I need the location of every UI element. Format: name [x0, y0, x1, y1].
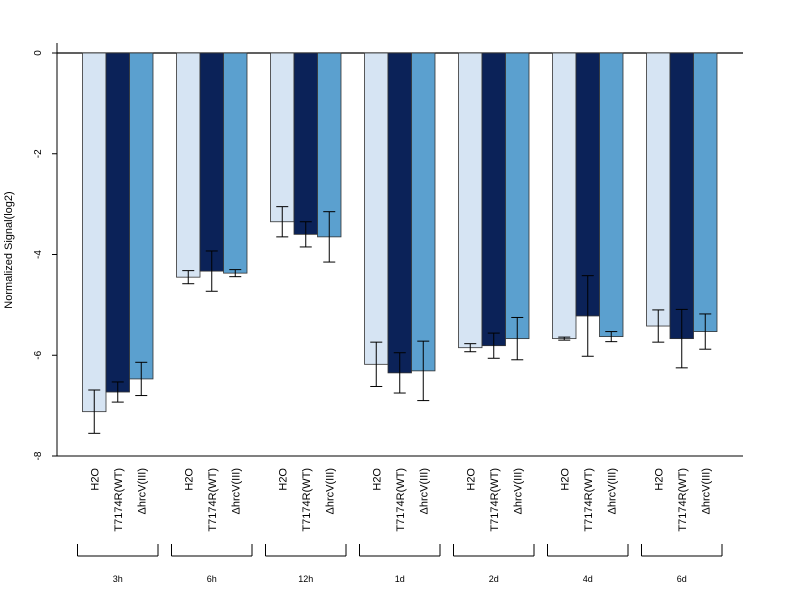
bar — [646, 52, 671, 327]
error-bars — [88, 206, 712, 434]
category-label: T7174R(WT) — [583, 468, 595, 532]
bar — [599, 52, 624, 338]
bar — [129, 52, 154, 380]
group-label: 12h — [298, 574, 313, 584]
category-label: T7174R(WT) — [489, 468, 501, 532]
category-label: H2O — [559, 468, 571, 491]
category-label: ΔhrcV(III) — [700, 468, 712, 514]
category-label: T7174R(WT) — [207, 468, 219, 532]
bar — [505, 52, 530, 340]
y-tick-label: 0 — [33, 50, 44, 56]
bar — [293, 52, 318, 235]
bar — [82, 52, 107, 413]
category-label: H2O — [277, 468, 289, 491]
group-label: 6d — [677, 574, 687, 584]
bar — [105, 52, 130, 393]
category-label: H2O — [183, 468, 195, 491]
category-label: H2O — [89, 468, 101, 491]
y-tick-label: -4 — [33, 250, 44, 259]
category-label: ΔhrcV(III) — [418, 468, 430, 514]
group-label: 3h — [113, 574, 123, 584]
bar — [317, 52, 342, 238]
category-label: H2O — [371, 468, 383, 491]
category-label: H2O — [465, 468, 477, 491]
group-label: 4d — [583, 574, 593, 584]
category-label: ΔhrcV(III) — [136, 468, 148, 514]
bar — [176, 52, 201, 278]
category-label: ΔhrcV(III) — [512, 468, 524, 514]
bar — [270, 52, 295, 223]
bars — [82, 52, 718, 413]
y-tick-label: -6 — [33, 350, 44, 359]
category-label: T7174R(WT) — [301, 468, 313, 532]
category-label: H2O — [653, 468, 665, 491]
bar — [552, 52, 577, 340]
bar — [364, 52, 389, 365]
category-label: ΔhrcV(III) — [606, 468, 618, 514]
bar — [411, 52, 436, 372]
bar — [693, 52, 718, 332]
group-label: 2d — [489, 574, 499, 584]
category-label: T7174R(WT) — [677, 468, 689, 532]
category-label: T7174R(WT) — [395, 468, 407, 532]
y-tick-label: -2 — [33, 149, 44, 158]
category-label: ΔhrcV(III) — [324, 468, 336, 514]
bar — [387, 52, 412, 374]
bar — [223, 52, 248, 274]
group-brackets: 3h 6h 12h 1d 2d 4d 6d — [77, 544, 723, 584]
y-tick-label: -8 — [33, 451, 44, 460]
category-labels: H2O T7174R(WT) ΔhrcV(III) H2O T7174R(WT) Δhrc… — [89, 468, 712, 532]
group-label: 6h — [207, 574, 217, 584]
bar — [669, 52, 694, 340]
bar — [199, 52, 224, 272]
bar — [458, 52, 483, 349]
group-label: 1d — [395, 574, 405, 584]
category-label: T7174R(WT) — [113, 468, 125, 532]
category-label: ΔhrcV(III) — [230, 468, 242, 514]
y-axis-label: Normalized Signal(log2) — [3, 191, 15, 308]
bar — [481, 52, 506, 347]
